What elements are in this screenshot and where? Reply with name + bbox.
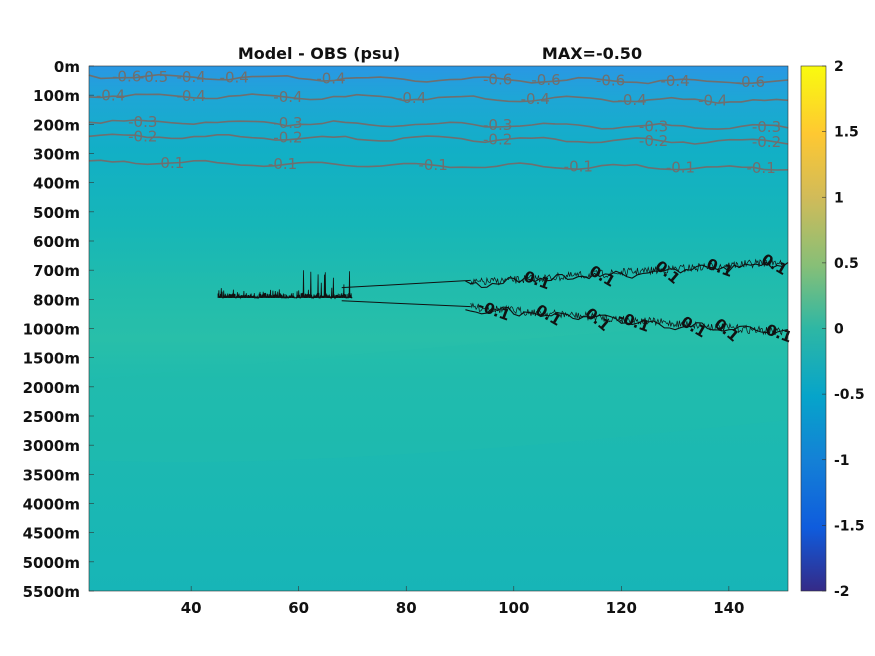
contour-label: -0.2 bbox=[483, 131, 512, 149]
contour-lines bbox=[88, 73, 789, 337]
y-tick-label: 200m bbox=[33, 116, 80, 134]
contour-label: -0.4 bbox=[96, 86, 125, 104]
y-tick-label: 100m bbox=[33, 87, 80, 105]
contour-label: -0.6 bbox=[483, 71, 512, 89]
contour-label: -0.3 bbox=[128, 113, 157, 131]
contour-label: -0.1 bbox=[564, 157, 593, 175]
noise-spikes bbox=[217, 270, 353, 300]
contour-label: -0.4 bbox=[660, 72, 689, 90]
chart-title: Model - OBS (psu) bbox=[238, 44, 400, 63]
y-tick-label: 3500m bbox=[23, 466, 80, 484]
contour-label: -0.1 bbox=[418, 156, 447, 174]
y-tick-label: 500m bbox=[33, 204, 80, 222]
contour-label: -0.4 bbox=[698, 92, 727, 110]
y-tick-label: 700m bbox=[33, 262, 80, 280]
contour-label: -0.3 bbox=[273, 114, 302, 132]
contour-label: -0.4 bbox=[316, 69, 345, 87]
contour-label: -0.2 bbox=[752, 133, 781, 151]
x-tick-label: 80 bbox=[396, 599, 417, 617]
colorbar-tick-label: 0.5 bbox=[834, 256, 859, 272]
x-axis-tick-labels: 40 60 80 100 120 140 bbox=[181, 586, 745, 617]
sensor-noise-marks bbox=[217, 257, 783, 336]
x-tick-label: 40 bbox=[181, 599, 202, 617]
contour-label: -0.6 bbox=[596, 72, 625, 90]
contour-label: -0.4 bbox=[273, 88, 302, 106]
contour-line bbox=[88, 119, 789, 130]
contour-label: -0.3 bbox=[483, 116, 512, 134]
plot-area: -0.6-0.5 -0.4 -0.4 -0.4 -0.6 -0.6 -0.6 -0.4 -0.6… bbox=[88, 65, 795, 592]
y-tick-label: 4500m bbox=[23, 525, 80, 543]
x-tick-label: 120 bbox=[606, 599, 637, 617]
contour-line bbox=[88, 133, 789, 145]
contour-line bbox=[465, 306, 789, 337]
contour-line bbox=[341, 300, 471, 308]
y-tick-label: 600m bbox=[33, 233, 80, 251]
contour-label: -0.1 bbox=[155, 154, 184, 172]
y-tick-label: 4000m bbox=[23, 496, 80, 514]
contour-label: -0.6 bbox=[112, 68, 141, 86]
x-tick-label: 100 bbox=[498, 599, 529, 617]
y-tick-label: 5000m bbox=[23, 554, 80, 572]
colorbar-tick-labels: 2 1.5 1 0.5 0 -0.5 -1 -1.5 -2 bbox=[822, 59, 865, 600]
y-tick-label: 800m bbox=[33, 291, 80, 309]
deep-lighter-region bbox=[89, 320, 788, 462]
contour-label: -0.6 bbox=[736, 73, 765, 91]
contour-label: -0.1 bbox=[666, 158, 695, 176]
contour-label: -0.6 bbox=[531, 71, 560, 89]
contour-label: -0.3 bbox=[752, 118, 781, 136]
contour-line bbox=[88, 73, 789, 85]
contour-label: -0.4 bbox=[177, 68, 206, 86]
noise-band bbox=[470, 302, 783, 336]
contour-label: -0.4 bbox=[220, 68, 249, 86]
y-tick-label: 5500m bbox=[23, 583, 80, 601]
contour-label: -0.4 bbox=[397, 89, 426, 107]
noise-band bbox=[470, 257, 783, 286]
x-tick-label: 140 bbox=[713, 599, 744, 617]
contour-label: -0.5 bbox=[139, 68, 168, 86]
contour-label: -0.1 bbox=[746, 159, 775, 177]
contour-label: -0.2 bbox=[273, 129, 302, 147]
contour-label: -0.3 bbox=[639, 117, 668, 135]
y-tick-label: 1500m bbox=[23, 350, 80, 368]
contour-line bbox=[88, 93, 789, 104]
colorbar-tick-label: 1.5 bbox=[834, 125, 859, 141]
contour-label: -0.2 bbox=[639, 132, 668, 150]
contour-line bbox=[341, 279, 471, 289]
colorbar-tick-label: -0.5 bbox=[834, 387, 865, 403]
y-tick-label: 2000m bbox=[23, 379, 80, 397]
y-tick-label: 2500m bbox=[23, 408, 80, 426]
contour-label: -0.4 bbox=[521, 90, 550, 108]
colorbar-tick-label: -1 bbox=[834, 453, 850, 469]
x-tick-label: 60 bbox=[288, 599, 309, 617]
y-axis-tick-labels: 0m 100m 200m 300m 400m 500m 600m 700m 800m 1000m 1… bbox=[23, 58, 94, 601]
y-tick-label: 400m bbox=[33, 175, 80, 193]
contour-label: -0.1 bbox=[268, 155, 297, 173]
colorbar-tick-label: -2 bbox=[834, 584, 850, 600]
colorbar: 2 1.5 1 0.5 0 -0.5 -1 -1.5 -2 bbox=[800, 59, 865, 600]
max-annotation: MAX=-0.50 bbox=[542, 44, 642, 63]
contour-label: -0.2 bbox=[128, 127, 157, 145]
contour-line bbox=[88, 159, 789, 171]
contour-label: -0.4 bbox=[617, 91, 646, 109]
y-tick-label: 3000m bbox=[23, 437, 80, 455]
colorbar-tick-label: -1.5 bbox=[834, 518, 865, 534]
colorbar-tick-label: 2 bbox=[834, 59, 844, 75]
y-tick-label: 300m bbox=[33, 146, 80, 164]
colorbar-tick-label: 1 bbox=[834, 190, 844, 206]
contour-label: -0.4 bbox=[177, 87, 206, 105]
y-tick-label: 0m bbox=[54, 58, 80, 76]
colorbar-tick-label: 0 bbox=[834, 322, 844, 338]
y-tick-label: 1000m bbox=[23, 321, 80, 339]
